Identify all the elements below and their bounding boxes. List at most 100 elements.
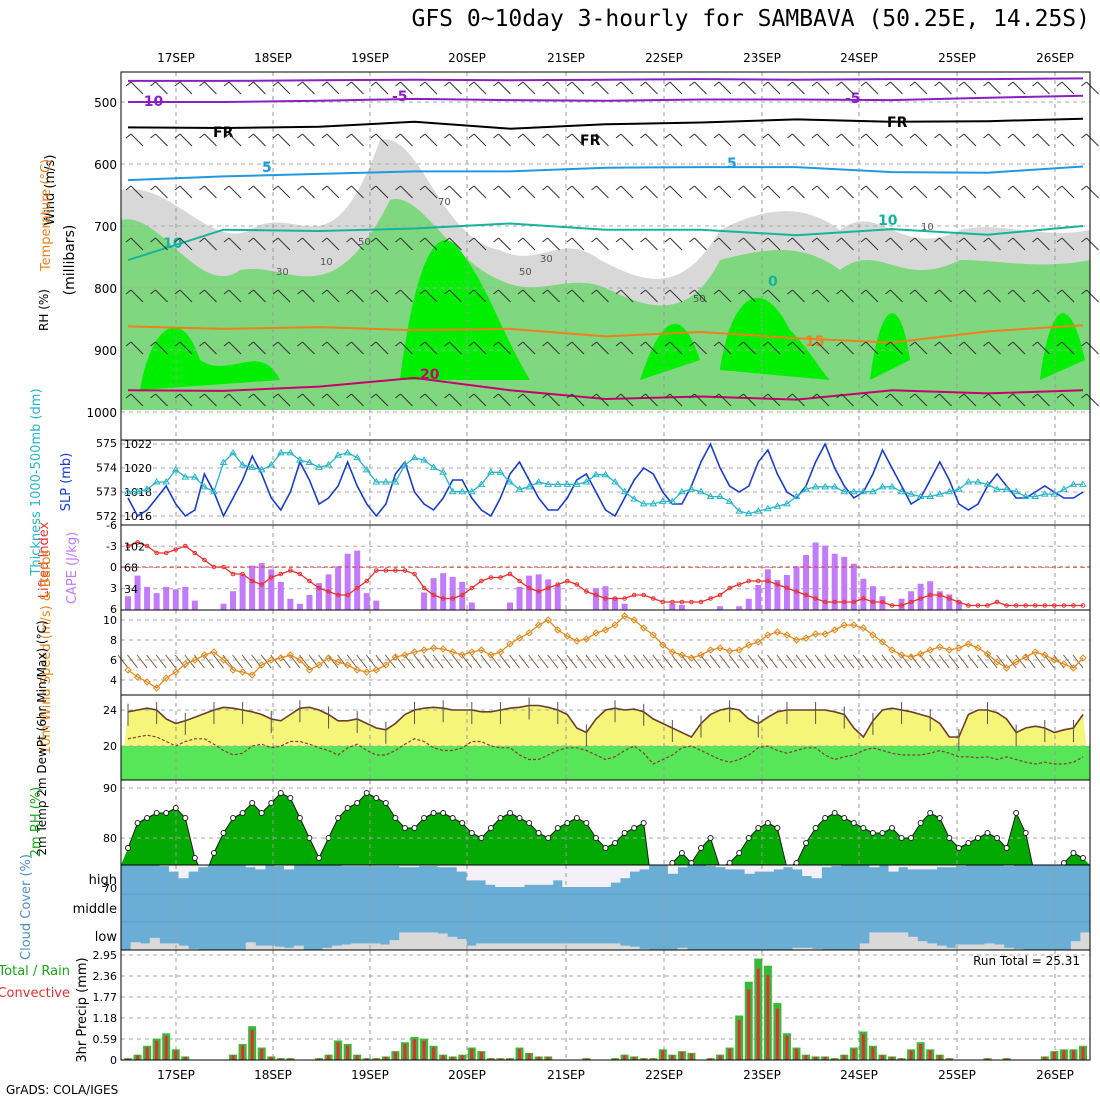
high-cloud-cell [926, 865, 937, 870]
wind-barb-staff [228, 341, 242, 355]
wind-barb [444, 185, 462, 199]
low-cloud-cell [859, 943, 870, 950]
wind-speed-marker [639, 624, 648, 632]
wind-barb-staff [792, 289, 805, 303]
wind-speed-marker [248, 671, 256, 679]
precip-convective-bar [661, 1050, 665, 1060]
rh-marker [927, 810, 934, 816]
precip-convective-bar [814, 1056, 818, 1060]
rh-marker [612, 840, 619, 846]
wind-barb [1032, 133, 1050, 147]
wind-speed-marker [554, 626, 562, 634]
precip-convective-bar [145, 1047, 149, 1060]
precip-convective-bar [833, 1058, 837, 1060]
surface-wind-barb [299, 654, 310, 669]
legend-total-rain: Total / Rain [0, 964, 70, 979]
thickness-marker [248, 463, 257, 470]
wind-barb-staff [890, 289, 903, 303]
wind-barb [566, 133, 585, 147]
wind-barb [885, 289, 903, 303]
wind-tick-label: 8 [110, 634, 117, 647]
cape-bar [354, 550, 361, 610]
wind-barb-feather [1007, 341, 1014, 347]
low-cloud-cell [168, 943, 180, 950]
lifted-index-marker [345, 592, 350, 598]
wind-speed-marker [926, 646, 934, 654]
wind-barb-feather [909, 185, 916, 191]
wind-barb [395, 393, 413, 407]
wind-barb-staff [1037, 185, 1050, 199]
wind-barb-staff [645, 133, 658, 147]
wind-barb-feather [591, 393, 597, 399]
lifted-index-marker [249, 578, 255, 584]
thickness-marker [353, 453, 362, 461]
high-cloud-cell [821, 865, 832, 868]
wind-barb-feather [983, 237, 989, 243]
wind-speed-marker [659, 641, 667, 649]
wind-barb [468, 133, 487, 147]
thickness-marker [945, 487, 954, 495]
wind-barb-staff [253, 81, 266, 95]
wind-barb-staff [326, 237, 340, 251]
low-cloud-cell [456, 939, 467, 950]
surface-wind-barb [814, 654, 826, 669]
wind-barb-feather [174, 237, 181, 243]
thickness-marker [429, 463, 438, 470]
contour-label: 50 [519, 267, 532, 278]
surface-wind-barb [365, 654, 377, 669]
wind-barb [885, 133, 903, 147]
wind-barb [1007, 393, 1026, 407]
wind-barb-staff [522, 393, 536, 407]
wind-barb [150, 341, 168, 355]
contour-label: -5 [845, 91, 861, 107]
low-cloud-cell [629, 946, 640, 950]
high-cloud-cell [418, 865, 429, 867]
lifted-index-marker [927, 592, 933, 598]
wind-barb [640, 133, 658, 147]
wind-barb [419, 289, 438, 303]
wind-barb-feather [493, 133, 499, 139]
wind-barb-staff [1012, 393, 1026, 407]
thickness-marker [171, 465, 180, 473]
lifted-index-marker [775, 582, 780, 587]
wind-barb [395, 289, 413, 303]
wind-barb [1081, 133, 1099, 147]
rh-marker [965, 840, 972, 846]
lifted-index-marker [880, 599, 885, 605]
wind-barb [248, 289, 266, 303]
high-cloud-cell [782, 865, 794, 868]
lifted-index-marker [307, 578, 312, 584]
surface-wind-barb [1005, 654, 1017, 669]
wind-barb-staff [547, 393, 560, 407]
lifted-index-marker [937, 592, 943, 598]
lifted-index-marker [641, 592, 647, 598]
wind-barb [419, 237, 438, 251]
wind-barb-staff [669, 81, 683, 95]
date-tick-label-top: 21SEP [547, 51, 585, 65]
thickness-line [128, 451, 1083, 515]
wind-barb-feather [517, 81, 524, 87]
wind-barb-feather [125, 341, 132, 347]
rh-marker [163, 810, 170, 816]
wind-barb-staff [130, 237, 144, 251]
lifted-index-marker [316, 585, 322, 591]
wind-barb-feather [125, 185, 132, 191]
wind-barb-staff [1012, 341, 1026, 355]
precip-convective-bar [498, 1058, 502, 1060]
wind-barb-staff [792, 133, 805, 147]
wind-barb-feather [738, 289, 744, 295]
wind-barb-staff [841, 289, 854, 303]
cape-bar [841, 556, 848, 610]
wind-barb-feather [640, 289, 646, 295]
wind-barb-staff [547, 237, 560, 251]
thickness-marker [362, 465, 371, 473]
low-cloud-cell [926, 943, 937, 950]
wind-barb-feather [444, 133, 450, 139]
wind-speed-marker [936, 643, 944, 651]
wind-barb-feather [248, 237, 254, 243]
high-cloud-cell [360, 865, 371, 867]
low-cloud-cell [869, 932, 880, 950]
wind-barb [591, 341, 609, 355]
cape-bar [230, 591, 237, 610]
wind-barb [689, 289, 707, 303]
